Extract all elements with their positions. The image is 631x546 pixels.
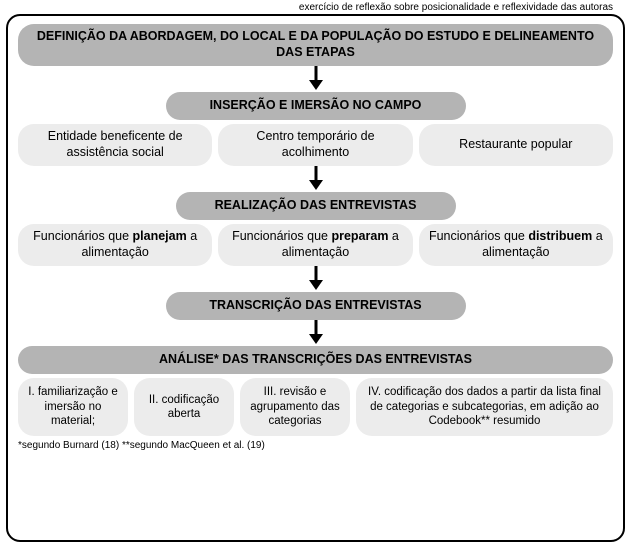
stage5-item-2: III. revisão e agrupamento das categoria… <box>240 378 350 436</box>
stage3-item-2: Funcionários que distribuem a alimentaçã… <box>419 224 613 266</box>
stage5-title: ANÁLISE* DAS TRANSCRIÇÕES DAS ENTREVISTA… <box>18 346 613 374</box>
arrow-3 <box>18 266 613 292</box>
s3i1-prefix: Funcionários que <box>232 229 331 243</box>
stage2-item-2: Restaurante popular <box>419 124 613 166</box>
stage2-title: INSERÇÃO E IMERSÃO NO CAMPO <box>166 92 466 120</box>
arrow-4 <box>18 320 613 346</box>
arrow-2 <box>18 166 613 192</box>
s3i0-prefix: Funcionários que <box>33 229 132 243</box>
s3i2-bold: distribuem <box>528 229 592 243</box>
stage1-title: DEFINIÇÃO DA ABORDAGEM, DO LOCAL E DA PO… <box>18 24 613 66</box>
footnote: *segundo Burnard (18) **segundo MacQueen… <box>18 440 613 451</box>
stage3-item-1: Funcionários que preparam a alimentação <box>218 224 412 266</box>
top-caption: exercício de reflexão sobre posicionalid… <box>299 2 613 13</box>
diagram-frame: DEFINIÇÃO DA ABORDAGEM, DO LOCAL E DA PO… <box>6 14 625 542</box>
s3i1-bold: preparam <box>331 229 388 243</box>
stage3-item-0: Funcionários que planejam a alimentação <box>18 224 212 266</box>
arrow-1 <box>18 66 613 92</box>
stage5-item-0: I. familiarização e imersão no material; <box>18 378 128 436</box>
stage3-row: Funcionários que planejam a alimentação … <box>18 224 613 266</box>
stage2-item-1: Centro temporário de acolhimento <box>218 124 412 166</box>
stage3-title: REALIZAÇÃO DAS ENTREVISTAS <box>176 192 456 220</box>
stage5-row: I. familiarização e imersão no material;… <box>18 378 613 436</box>
stage5-item-1: II. codificação aberta <box>134 378 234 436</box>
stage2-item-0: Entidade beneficente de assistência soci… <box>18 124 212 166</box>
stage4-title: TRANSCRIÇÃO DAS ENTREVISTAS <box>166 292 466 320</box>
stage5-item-3: IV. codificação dos dados a partir da li… <box>356 378 613 436</box>
s3i0-bold: planejam <box>133 229 187 243</box>
s3i2-prefix: Funcionários que <box>429 229 528 243</box>
stage2-row: Entidade beneficente de assistência soci… <box>18 124 613 166</box>
